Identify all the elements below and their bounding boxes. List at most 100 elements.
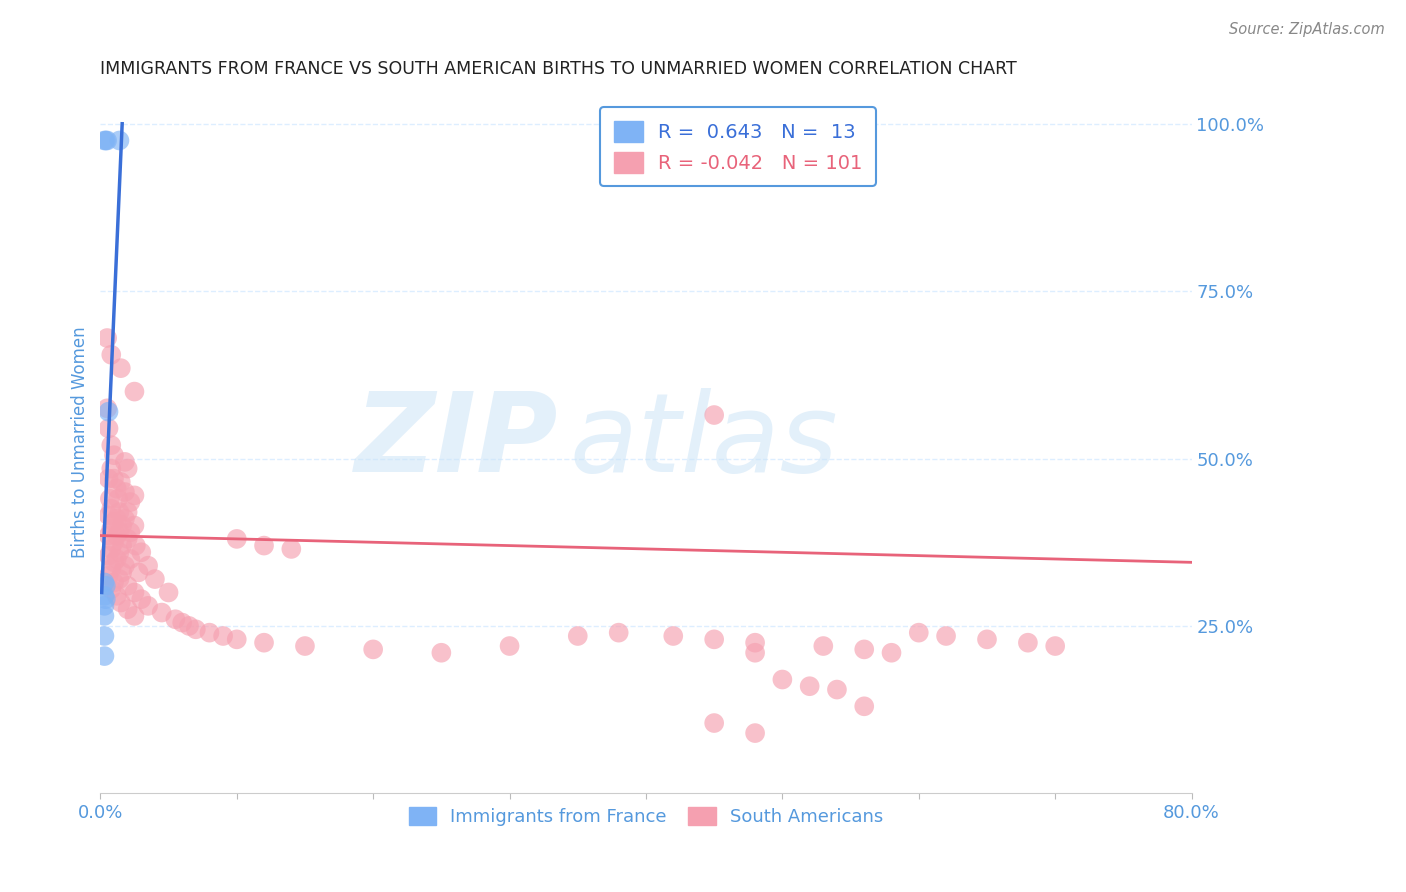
Point xyxy=(744,646,766,660)
Point xyxy=(108,505,131,519)
Point xyxy=(120,495,142,509)
Point xyxy=(105,552,128,566)
Point xyxy=(103,448,125,462)
Point xyxy=(120,552,142,566)
Point xyxy=(799,679,821,693)
Point xyxy=(93,133,115,147)
Point xyxy=(110,595,132,609)
Point xyxy=(114,512,136,526)
Point xyxy=(136,599,159,613)
Point xyxy=(105,482,128,496)
Point xyxy=(294,639,316,653)
Point xyxy=(136,558,159,573)
Point xyxy=(853,642,876,657)
Point xyxy=(110,361,132,376)
Point xyxy=(108,545,131,559)
Point xyxy=(498,639,520,653)
Point xyxy=(117,602,139,616)
Point xyxy=(125,539,148,553)
Point xyxy=(124,585,146,599)
Point xyxy=(1017,636,1039,650)
Point xyxy=(124,384,146,399)
Point xyxy=(93,599,115,613)
Point xyxy=(120,525,142,540)
Point xyxy=(93,589,115,603)
Point xyxy=(108,525,131,540)
Point xyxy=(124,488,146,502)
Point xyxy=(1043,639,1066,653)
Point xyxy=(100,582,122,596)
Point xyxy=(184,622,207,636)
Y-axis label: Births to Unmarried Women: Births to Unmarried Women xyxy=(72,326,89,558)
Point xyxy=(703,632,725,647)
Point xyxy=(100,541,122,556)
Point xyxy=(103,515,125,529)
Point xyxy=(935,629,957,643)
Point xyxy=(111,566,134,580)
Point xyxy=(93,608,115,623)
Point xyxy=(96,133,118,147)
Point xyxy=(825,682,848,697)
Point xyxy=(100,461,122,475)
Point xyxy=(907,625,929,640)
Point xyxy=(157,585,180,599)
Text: Source: ZipAtlas.com: Source: ZipAtlas.com xyxy=(1229,22,1385,37)
Point xyxy=(212,629,235,643)
Point xyxy=(98,491,121,506)
Point xyxy=(703,408,725,422)
Point xyxy=(124,518,146,533)
Point xyxy=(97,421,120,435)
Point xyxy=(117,505,139,519)
Point xyxy=(97,405,120,419)
Point xyxy=(94,579,117,593)
Point xyxy=(93,629,115,643)
Point xyxy=(607,625,630,640)
Point xyxy=(96,331,118,345)
Point xyxy=(97,568,120,582)
Point xyxy=(253,539,276,553)
Point xyxy=(103,535,125,549)
Point xyxy=(114,485,136,500)
Point xyxy=(97,528,120,542)
Point xyxy=(813,639,835,653)
Point xyxy=(96,401,118,416)
Point xyxy=(110,475,132,489)
Point xyxy=(103,472,125,486)
Point xyxy=(117,461,139,475)
Point xyxy=(567,629,589,643)
Text: ZIP: ZIP xyxy=(356,388,558,495)
Point xyxy=(100,522,122,536)
Point xyxy=(105,589,128,603)
Legend: Immigrants from France, South Americans: Immigrants from France, South Americans xyxy=(402,800,890,833)
Point xyxy=(225,532,247,546)
Text: IMMIGRANTS FROM FRANCE VS SOUTH AMERICAN BIRTHS TO UNMARRIED WOMEN CORRELATION C: IMMIGRANTS FROM FRANCE VS SOUTH AMERICAN… xyxy=(100,60,1017,78)
Point xyxy=(177,619,200,633)
Point xyxy=(744,726,766,740)
Point xyxy=(165,612,187,626)
Point xyxy=(198,625,221,640)
Point xyxy=(703,716,725,731)
Point xyxy=(97,508,120,523)
Point xyxy=(111,518,134,533)
Point xyxy=(94,592,117,607)
Point xyxy=(117,532,139,546)
Point xyxy=(150,606,173,620)
Point xyxy=(853,699,876,714)
Point xyxy=(117,579,139,593)
Point xyxy=(172,615,194,630)
Point xyxy=(976,632,998,647)
Point xyxy=(93,575,115,590)
Point xyxy=(97,549,120,563)
Point xyxy=(124,608,146,623)
Point xyxy=(107,491,129,506)
Point xyxy=(105,528,128,542)
Point xyxy=(129,592,152,607)
Point xyxy=(128,566,150,580)
Point xyxy=(108,572,131,586)
Point xyxy=(880,646,903,660)
Point xyxy=(662,629,685,643)
Point xyxy=(97,472,120,486)
Point xyxy=(744,636,766,650)
Point xyxy=(100,562,122,576)
Point xyxy=(108,133,131,147)
